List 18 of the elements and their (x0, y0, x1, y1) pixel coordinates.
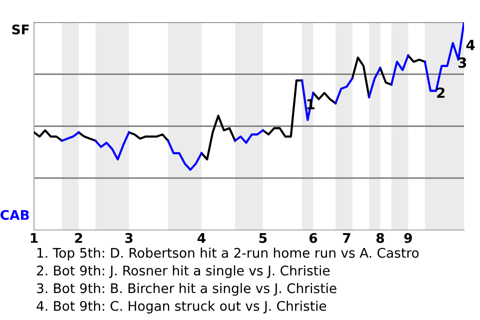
annotation: 3 (458, 57, 466, 68)
text: 4 (466, 40, 475, 50)
text: 2. Bot 9th: J. Rosner hit a single vs J. Christie (36, 265, 330, 278)
annotation: 2 (437, 87, 445, 98)
text: 1. Top 5th: D. Robertson hit a 2-run home run vs A. Castro (37, 248, 419, 260)
text: CAB (0, 210, 29, 220)
x-tick-label: 2 (75, 233, 82, 243)
text: 3. Bot 9th: B. Bircher hit a single vs J. Christie (37, 283, 336, 296)
text: 4. Bot 9th: C. Hogan struck out vs J. Christie (36, 300, 326, 314)
x-tick-label: 5 (259, 233, 267, 243)
x-tick-label: 9 (404, 233, 412, 243)
x-tick-label: 8 (376, 233, 384, 243)
x-tick-label: 6 (309, 233, 318, 243)
x-tick-label: 1 (30, 233, 38, 243)
x-tick-label: 3 (125, 233, 132, 243)
x-tick-label: 7 (343, 233, 350, 243)
text: SF (12, 24, 29, 34)
x-tick-label: 4 (198, 233, 206, 243)
